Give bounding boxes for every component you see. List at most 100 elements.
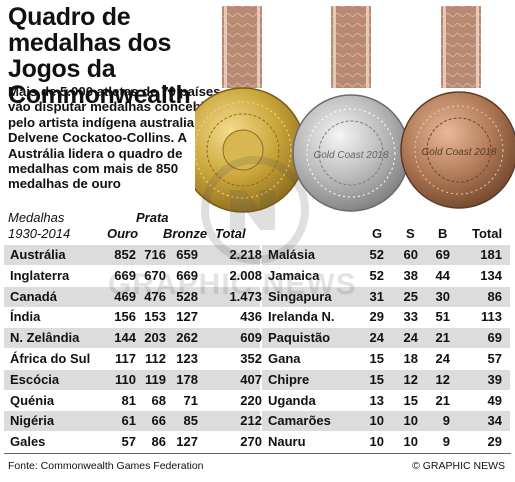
- subtitle-line2: 1930-2014: [8, 226, 71, 241]
- table-row: Gales 57 86 127 270: [4, 432, 262, 452]
- b-cell: 21: [435, 392, 450, 408]
- prata-cell: 153: [144, 309, 166, 325]
- total-cell: 407: [240, 371, 262, 387]
- b-cell: 12: [435, 371, 450, 387]
- ouro-cell: 156: [114, 309, 136, 325]
- country-cell: Uganda: [268, 392, 316, 408]
- prata-cell: 203: [144, 330, 166, 346]
- country-cell: Malásia: [268, 247, 315, 262]
- footer-rule: [4, 453, 511, 454]
- g-cell: 31: [369, 288, 384, 304]
- country-cell: Escócia: [10, 371, 60, 387]
- total-cell: 270: [240, 434, 262, 450]
- country-cell: África do Sul: [10, 351, 91, 366]
- table-row: Quénia 81 68 71 220: [4, 391, 262, 411]
- country-cell: Quénia: [10, 392, 55, 408]
- svg-text:Gold Coast 2018: Gold Coast 2018: [313, 150, 388, 161]
- bronze-cell: 659: [176, 247, 198, 262]
- header-total-right: Total: [472, 226, 503, 241]
- prata-cell: 66: [151, 413, 166, 429]
- table-row: Irelanda N. 29 33 51 113: [262, 307, 510, 327]
- total-cell: 134: [480, 267, 502, 283]
- country-cell: Nauru: [268, 434, 306, 450]
- total-cell: 34: [487, 413, 502, 429]
- header-g: G: [372, 226, 383, 241]
- source-note: Fonte: Commonwealth Games Federation: [8, 460, 204, 472]
- bronze-medal: Gold Coast 2018: [400, 91, 515, 209]
- s-cell: 60: [403, 247, 418, 262]
- intro-text: Mais de 5.000 atletas de 70 países vão d…: [8, 84, 228, 192]
- b-cell: 69: [435, 247, 450, 262]
- header-total: Total: [215, 226, 246, 241]
- table-row: Gana 15 18 24 57: [262, 349, 510, 369]
- graphic-news-watermark-logo: [201, 156, 309, 264]
- table-row: Nauru 10 10 9 29: [262, 432, 510, 452]
- svg-text:Gold Coast 2018: Gold Coast 2018: [421, 147, 496, 158]
- header-ouro: Ouro: [107, 226, 139, 241]
- prata-cell: 119: [145, 371, 166, 387]
- table-row: Jamaica 52 38 44 134: [262, 266, 510, 286]
- b-cell: 24: [435, 351, 450, 366]
- table-row: N. Zelândia 144 203 262 609: [4, 328, 262, 349]
- g-cell: 24: [369, 330, 384, 346]
- header-bronze: Bronze: [163, 226, 208, 241]
- prata-cell: 86: [151, 434, 166, 450]
- table-row: Malásia 52 60 69 181: [262, 245, 510, 265]
- prata-cell: 112: [145, 351, 166, 366]
- g-cell: 10: [369, 413, 384, 429]
- b-cell: 44: [435, 267, 450, 283]
- total-cell: 57: [487, 351, 502, 366]
- header-prata: Prata: [136, 210, 169, 225]
- gold-medal: [195, 87, 306, 213]
- table-row: Camarões 10 10 9 34: [262, 411, 510, 432]
- bronze-cell: 127: [176, 434, 198, 450]
- s-cell: 12: [403, 371, 418, 387]
- country-cell: Gales: [10, 434, 46, 450]
- prata-cell: 68: [151, 392, 166, 408]
- bronze-cell: 669: [176, 267, 198, 283]
- table-row: Nigéria 61 66 85 212: [4, 411, 262, 432]
- s-cell: 18: [403, 351, 418, 366]
- table-row: Índia 156 153 127 436: [4, 307, 262, 327]
- country-cell: Camarões: [268, 413, 331, 429]
- table-row: África do Sul 117 112 123 352: [4, 349, 262, 369]
- ouro-cell: 469: [114, 288, 136, 304]
- country-cell: Chipre: [268, 371, 310, 387]
- g-cell: 52: [369, 267, 384, 283]
- table-row: Chipre 15 12 12 39: [262, 369, 510, 390]
- silver-medal: Gold Coast 2018: [292, 94, 410, 212]
- total-cell: 39: [487, 371, 502, 387]
- table-row: Paquistão 24 24 21 69: [262, 328, 510, 349]
- country-cell: Irelanda N.: [268, 309, 335, 325]
- total-cell: 436: [240, 309, 262, 325]
- table-row: Escócia 110 119 178 407: [4, 369, 262, 390]
- g-cell: 13: [369, 392, 384, 408]
- b-cell: 30: [435, 288, 450, 304]
- bronze-ribbon: [441, 6, 481, 88]
- country-cell: Inglaterra: [10, 267, 70, 283]
- page-title: Quadro de medalhas dos Jogos da Commonwe…: [8, 3, 191, 109]
- prata-cell: 716: [144, 247, 166, 262]
- total-cell: 1.473: [229, 288, 262, 304]
- b-cell: 21: [435, 330, 450, 346]
- table-row: Canadá 469 476 528 1.473: [4, 286, 262, 307]
- total-cell: 352: [240, 351, 262, 366]
- ouro-cell: 61: [121, 413, 136, 429]
- s-cell: 38: [403, 267, 418, 283]
- bronze-cell: 127: [176, 309, 198, 325]
- country-cell: Singapura: [268, 288, 332, 304]
- total-cell: 49: [487, 392, 502, 408]
- total-cell: 212: [240, 413, 262, 429]
- bronze-cell: 123: [176, 351, 198, 366]
- total-cell: 2.008: [229, 267, 262, 283]
- table-row: Uganda 13 15 21 49: [262, 391, 510, 411]
- bronze-cell: 71: [183, 392, 198, 408]
- g-cell: 29: [369, 309, 384, 325]
- table-row: Singapura 31 25 30 86: [262, 286, 510, 307]
- b-cell: 51: [435, 309, 450, 325]
- prata-cell: 476: [144, 288, 166, 304]
- country-cell: Índia: [10, 309, 41, 325]
- subtitle-line1: Medalhas: [8, 210, 65, 225]
- graphic-news-watermark-text: GRAPHIC NEWS: [108, 268, 357, 301]
- total-cell: 113: [481, 309, 502, 325]
